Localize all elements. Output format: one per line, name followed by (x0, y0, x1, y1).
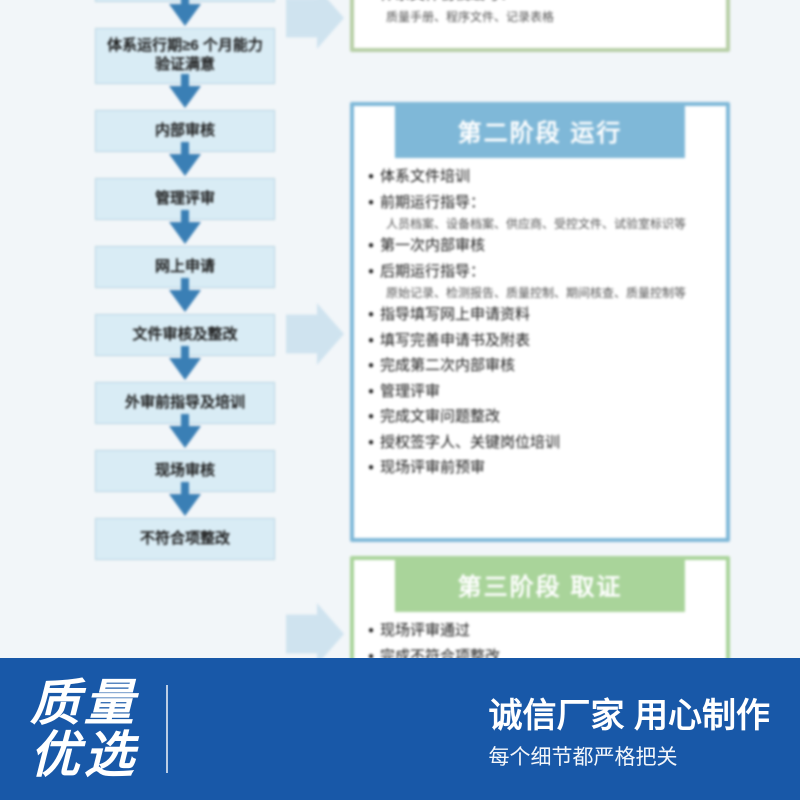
flow-arrow-down (169, 222, 201, 244)
phase1-sub: 人员档案、设备档案、供应商、受控文件、试验室标识等 (368, 215, 716, 233)
flow-arrow-down (169, 494, 201, 516)
phase-1-body: 体系文件培训前期运行指导：人员档案、设备档案、供应商、受控文件、试验室标识等第一… (354, 106, 726, 489)
banner-right-bot: 每个细节都严格把关 (489, 741, 770, 771)
flow-arrow-down (169, 4, 201, 26)
banner-divider (166, 685, 168, 773)
callout-arrow-0 (286, 0, 344, 50)
banner-right: 诚信厂家 用心制作 每个细节都严格把关 (489, 688, 770, 771)
phase-2-header: 第三阶段 取证 (395, 556, 685, 612)
flow-arrow-down (169, 290, 201, 312)
phase1-item: 完成第二次内部审核 (368, 353, 716, 379)
banner-left: 质量 优选 (30, 678, 138, 780)
phase-1-panel: 第二阶段 运行 体系文件培训前期运行指导：人员档案、设备档案、供应商、受控文件、… (350, 102, 730, 542)
callout-arrow-1 (286, 302, 344, 366)
phase1-item: 指导填写网上申请资料 (368, 302, 716, 328)
phase1-item: 后期运行指导： (368, 259, 716, 285)
flowchart-column: 质量体系文件发布运行体系运行期≥6 个月能力验证满意内部审核管理评审网上申请文件… (95, 0, 275, 560)
phase-0-panel: 体系文件初稿编写： 质量手册、程序文件、记录表格 (350, 0, 730, 52)
flow-arrow-down (169, 358, 201, 380)
phase2-item: 现场评审通过 (368, 618, 716, 644)
flow-arrow-down (169, 86, 201, 108)
flow-arrow-down (169, 154, 201, 176)
phase1-sub: 原始记录、检测报告、质量控制、期间核查、质量控制等 (368, 284, 716, 302)
phase1-item: 完成文审问题整改 (368, 404, 716, 430)
banner-left-top: 质量 (30, 678, 138, 728)
phase0-item: 体系文件初稿编写： (368, 0, 716, 8)
phase-1-header: 第二阶段 运行 (395, 102, 685, 158)
phase1-item: 管理评审 (368, 379, 716, 405)
phase1-item: 填写完善申请书及附表 (368, 328, 716, 354)
banner-left-bot: 优选 (30, 730, 138, 780)
promo-banner: 质量 优选 诚信厂家 用心制作 每个细节都严格把关 (0, 658, 800, 800)
callout-arrow-2 (286, 602, 344, 666)
phase1-item: 授权签字人、关键岗位培训 (368, 430, 716, 456)
phase1-item: 前期运行指导： (368, 190, 716, 216)
flow-arrow-down (169, 426, 201, 448)
phase1-item: 第一次内部审核 (368, 233, 716, 259)
flow-node: 不符合项整改 (95, 518, 275, 560)
phase0-sub: 质量手册、程序文件、记录表格 (368, 8, 716, 26)
banner-right-top: 诚信厂家 用心制作 (489, 688, 770, 737)
phase1-item: 现场评审前预审 (368, 455, 716, 481)
phase1-item: 体系文件培训 (368, 164, 716, 190)
